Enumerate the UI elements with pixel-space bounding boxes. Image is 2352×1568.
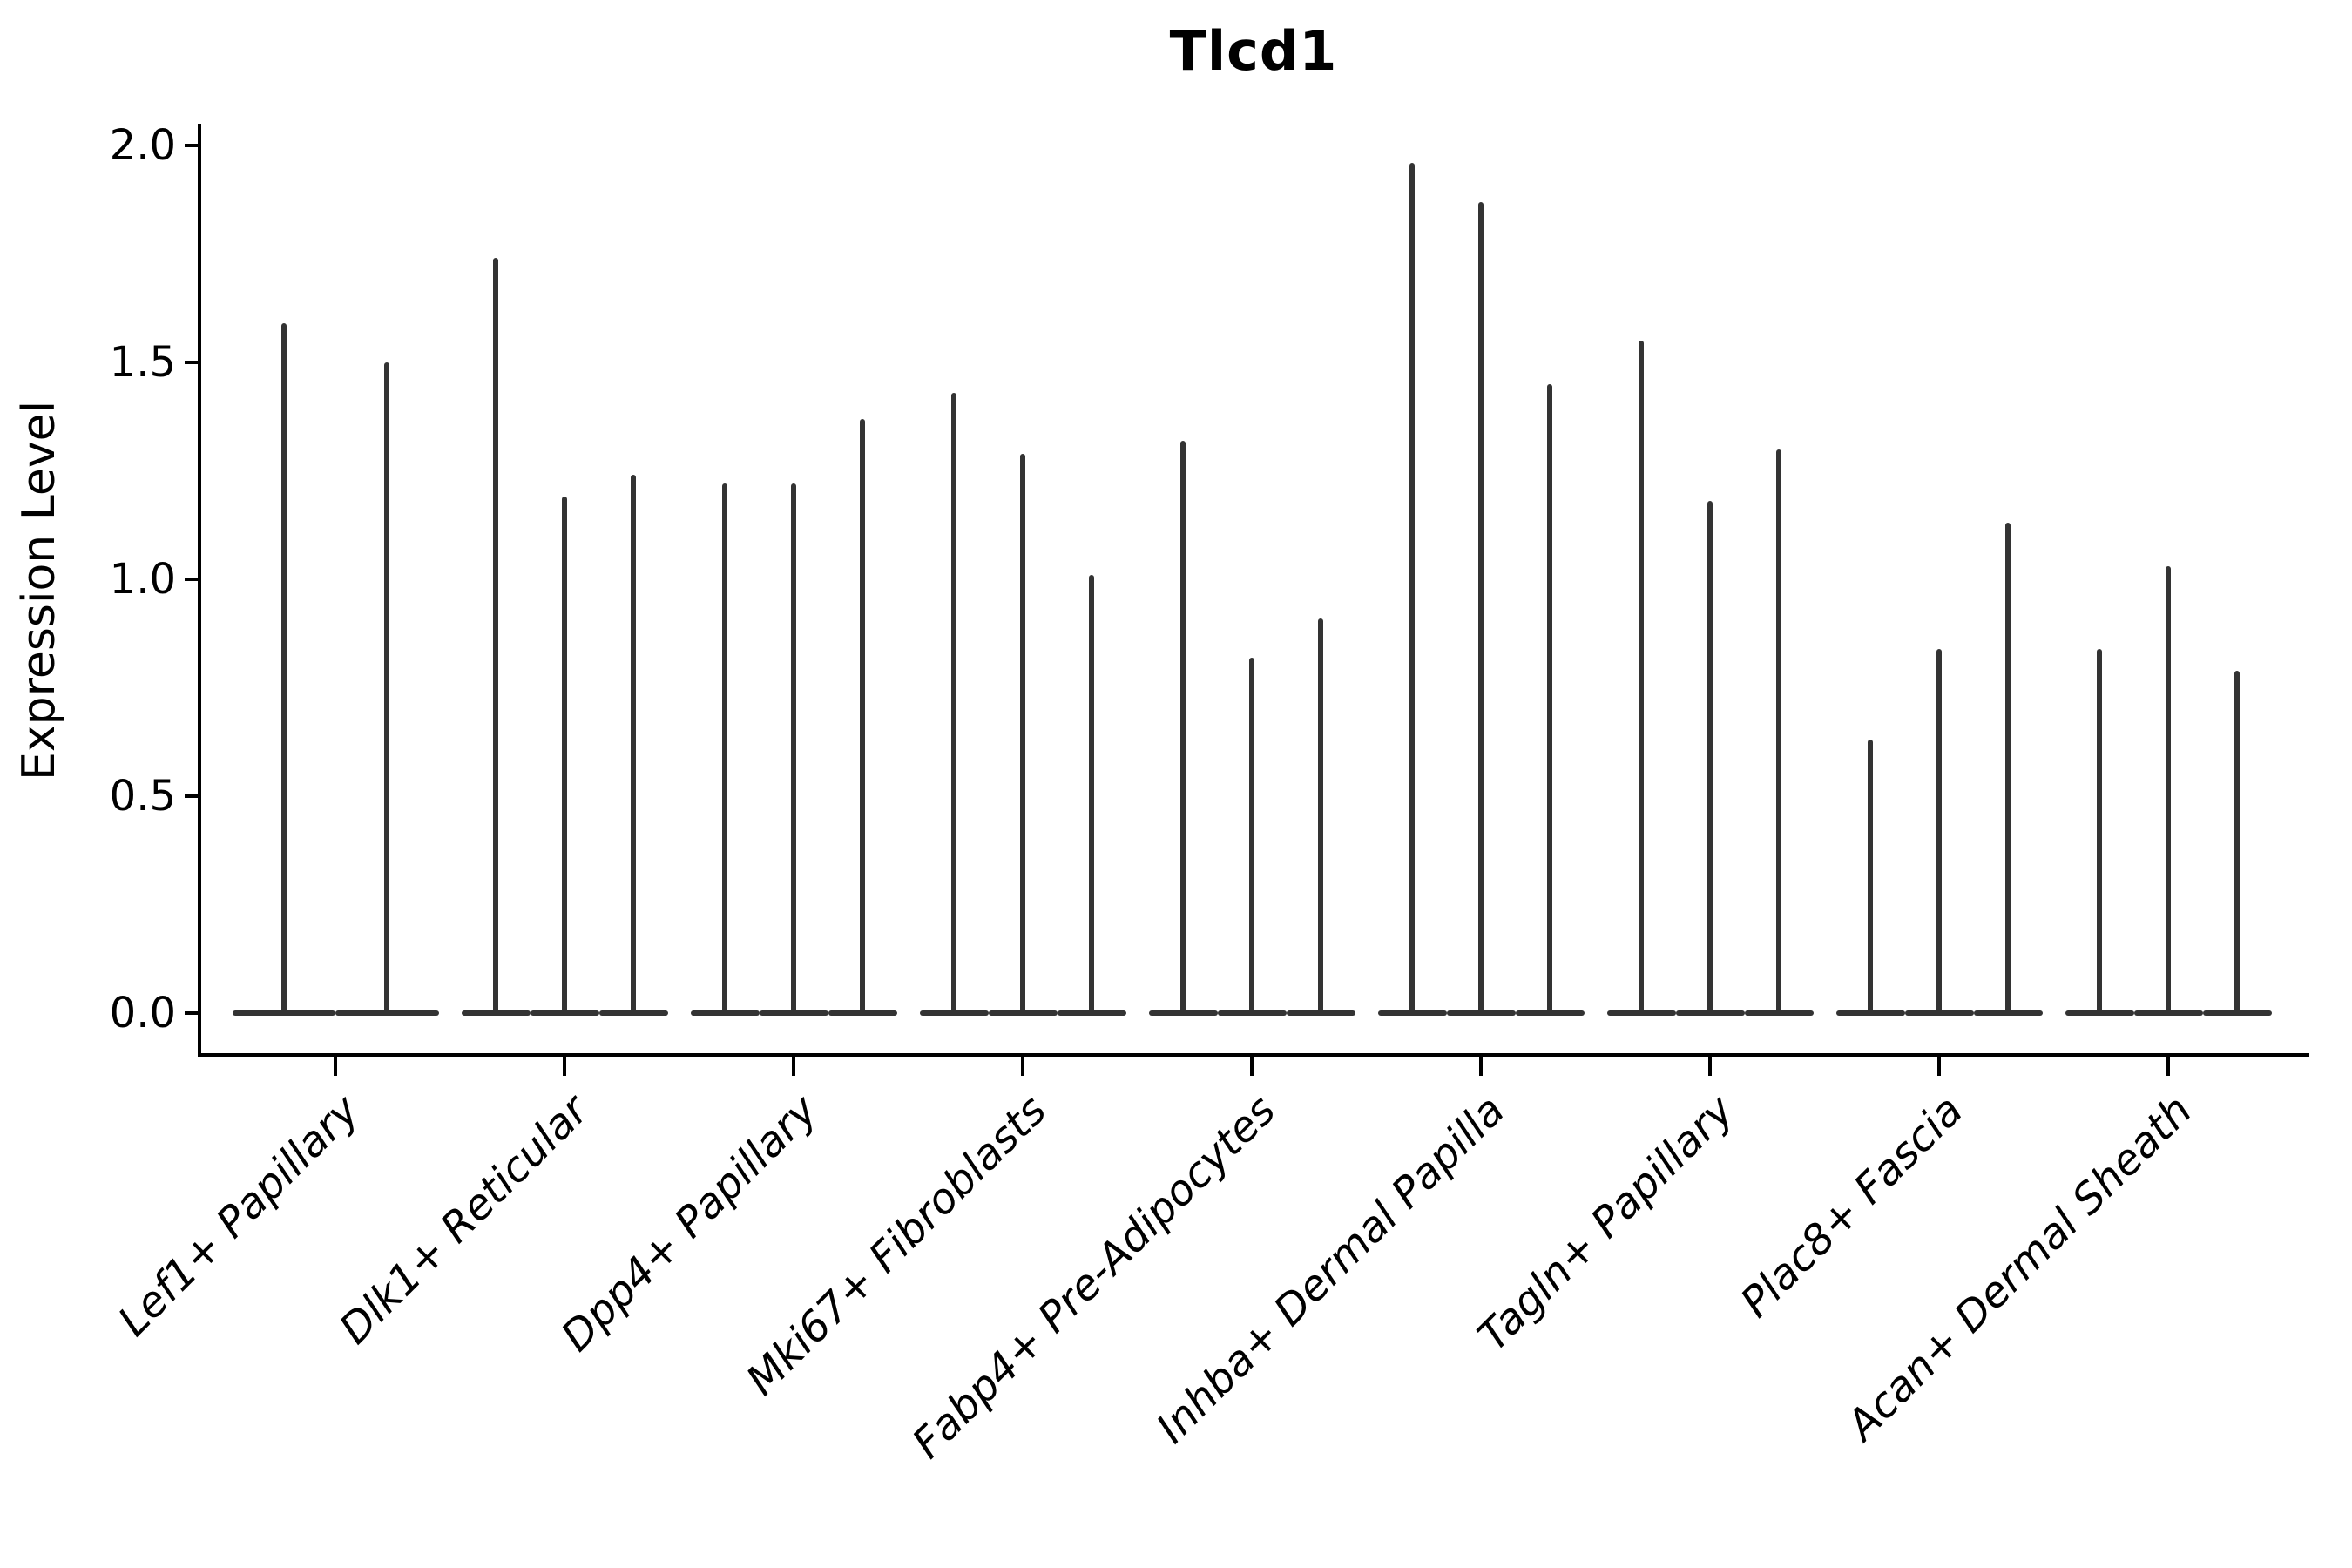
violin-spike	[1776, 449, 1781, 1013]
violin-base	[1148, 1010, 1218, 1016]
violin-base	[2202, 1010, 2272, 1016]
violin-spike	[1639, 341, 1644, 1013]
x-tick-mark	[1250, 1055, 1254, 1076]
x-tick-label: Lef1+ Papillary	[109, 1085, 369, 1346]
violin-base	[988, 1010, 1058, 1016]
violin-spike	[1707, 501, 1713, 1013]
violin-base	[1904, 1010, 1974, 1016]
violin-spike	[1318, 618, 1323, 1013]
violin-base	[232, 1010, 335, 1016]
violin-base	[1835, 1010, 1905, 1016]
x-tick-label: Inhba+ Dermal Papilla	[1147, 1085, 1515, 1453]
violin-spike	[951, 392, 956, 1013]
x-tick-mark	[1708, 1055, 1712, 1076]
violin-base	[1446, 1010, 1516, 1016]
violin-spike	[2166, 566, 2171, 1013]
y-axis-spine	[198, 124, 201, 1055]
violin-spike	[2005, 523, 2011, 1013]
y-tick-label: 1.0	[109, 555, 176, 604]
x-tick-mark	[792, 1055, 795, 1076]
violin-base	[919, 1010, 989, 1016]
violin-spike	[493, 258, 498, 1013]
y-tick-mark	[185, 1011, 198, 1015]
violin-base	[1286, 1010, 1355, 1016]
violin-base	[598, 1010, 668, 1016]
violin-base	[1973, 1010, 2043, 1016]
violin-spike	[860, 418, 865, 1013]
x-tick-label: Acan+ Dermal Sheath	[1837, 1085, 2202, 1450]
x-tick-mark	[1021, 1055, 1024, 1076]
violin-spike	[631, 475, 636, 1013]
violin-spike	[562, 497, 567, 1013]
violin-spike	[1180, 440, 1186, 1013]
y-tick-mark	[185, 144, 198, 147]
violin-base	[1217, 1010, 1287, 1016]
violin-spike	[1868, 740, 1873, 1013]
violin-base	[1057, 1010, 1126, 1016]
violin-spike	[1936, 648, 1942, 1013]
violin-spike	[1020, 453, 1025, 1013]
x-axis-spine	[198, 1053, 2309, 1057]
violin-base	[335, 1010, 439, 1016]
violin-spike	[1089, 575, 1094, 1013]
violin-base	[759, 1010, 828, 1016]
violin-spike	[280, 323, 287, 1013]
violin-base	[530, 1010, 599, 1016]
violin-spike	[791, 483, 796, 1013]
violin-base	[690, 1010, 760, 1016]
y-tick-mark	[185, 794, 198, 798]
violin-base	[2133, 1010, 2203, 1016]
x-tick-label: Fabp4+ Pre-Adipocytes	[902, 1085, 1286, 1469]
violin-spike	[2234, 670, 2240, 1013]
y-tick-label: 0.0	[109, 989, 176, 1037]
violin-base	[1744, 1010, 1814, 1016]
x-tick-label: Dpp4+ Papillary	[551, 1085, 828, 1362]
y-tick-mark	[185, 578, 198, 581]
violin-base	[461, 1010, 531, 1016]
violin-base	[828, 1010, 897, 1016]
x-tick-mark	[1937, 1055, 1941, 1076]
x-tick-mark	[563, 1055, 566, 1076]
violin-spike	[1409, 162, 1415, 1013]
violin-spike	[1249, 657, 1254, 1013]
violin-base	[1377, 1010, 1447, 1016]
violin-spike	[1547, 383, 1552, 1013]
x-tick-mark	[2166, 1055, 2170, 1076]
y-tick-label: 1.5	[109, 338, 176, 387]
x-tick-mark	[334, 1055, 337, 1076]
violin-base	[1606, 1010, 1676, 1016]
violin-spike	[384, 362, 390, 1013]
violin-spike	[722, 483, 727, 1013]
violin-base	[2065, 1010, 2134, 1016]
x-tick-label: Plac8+ Fascia	[1731, 1085, 1973, 1328]
violin-spike	[1478, 201, 1484, 1013]
x-tick-label: Mki67+ Fibroblasts	[737, 1085, 1057, 1405]
y-tick-mark	[185, 361, 198, 364]
violin-base	[1675, 1010, 1745, 1016]
x-tick-label: Dlk1+ Reticular	[329, 1085, 598, 1354]
y-tick-label: 0.5	[109, 772, 176, 821]
y-tick-label: 2.0	[109, 121, 176, 170]
violin-base	[1515, 1010, 1585, 1016]
x-tick-mark	[1479, 1055, 1483, 1076]
violin-spike	[2097, 648, 2102, 1013]
x-tick-label: Tagln+ Papillary	[1468, 1085, 1744, 1361]
chart-title: Tlcd1	[1169, 19, 1338, 83]
